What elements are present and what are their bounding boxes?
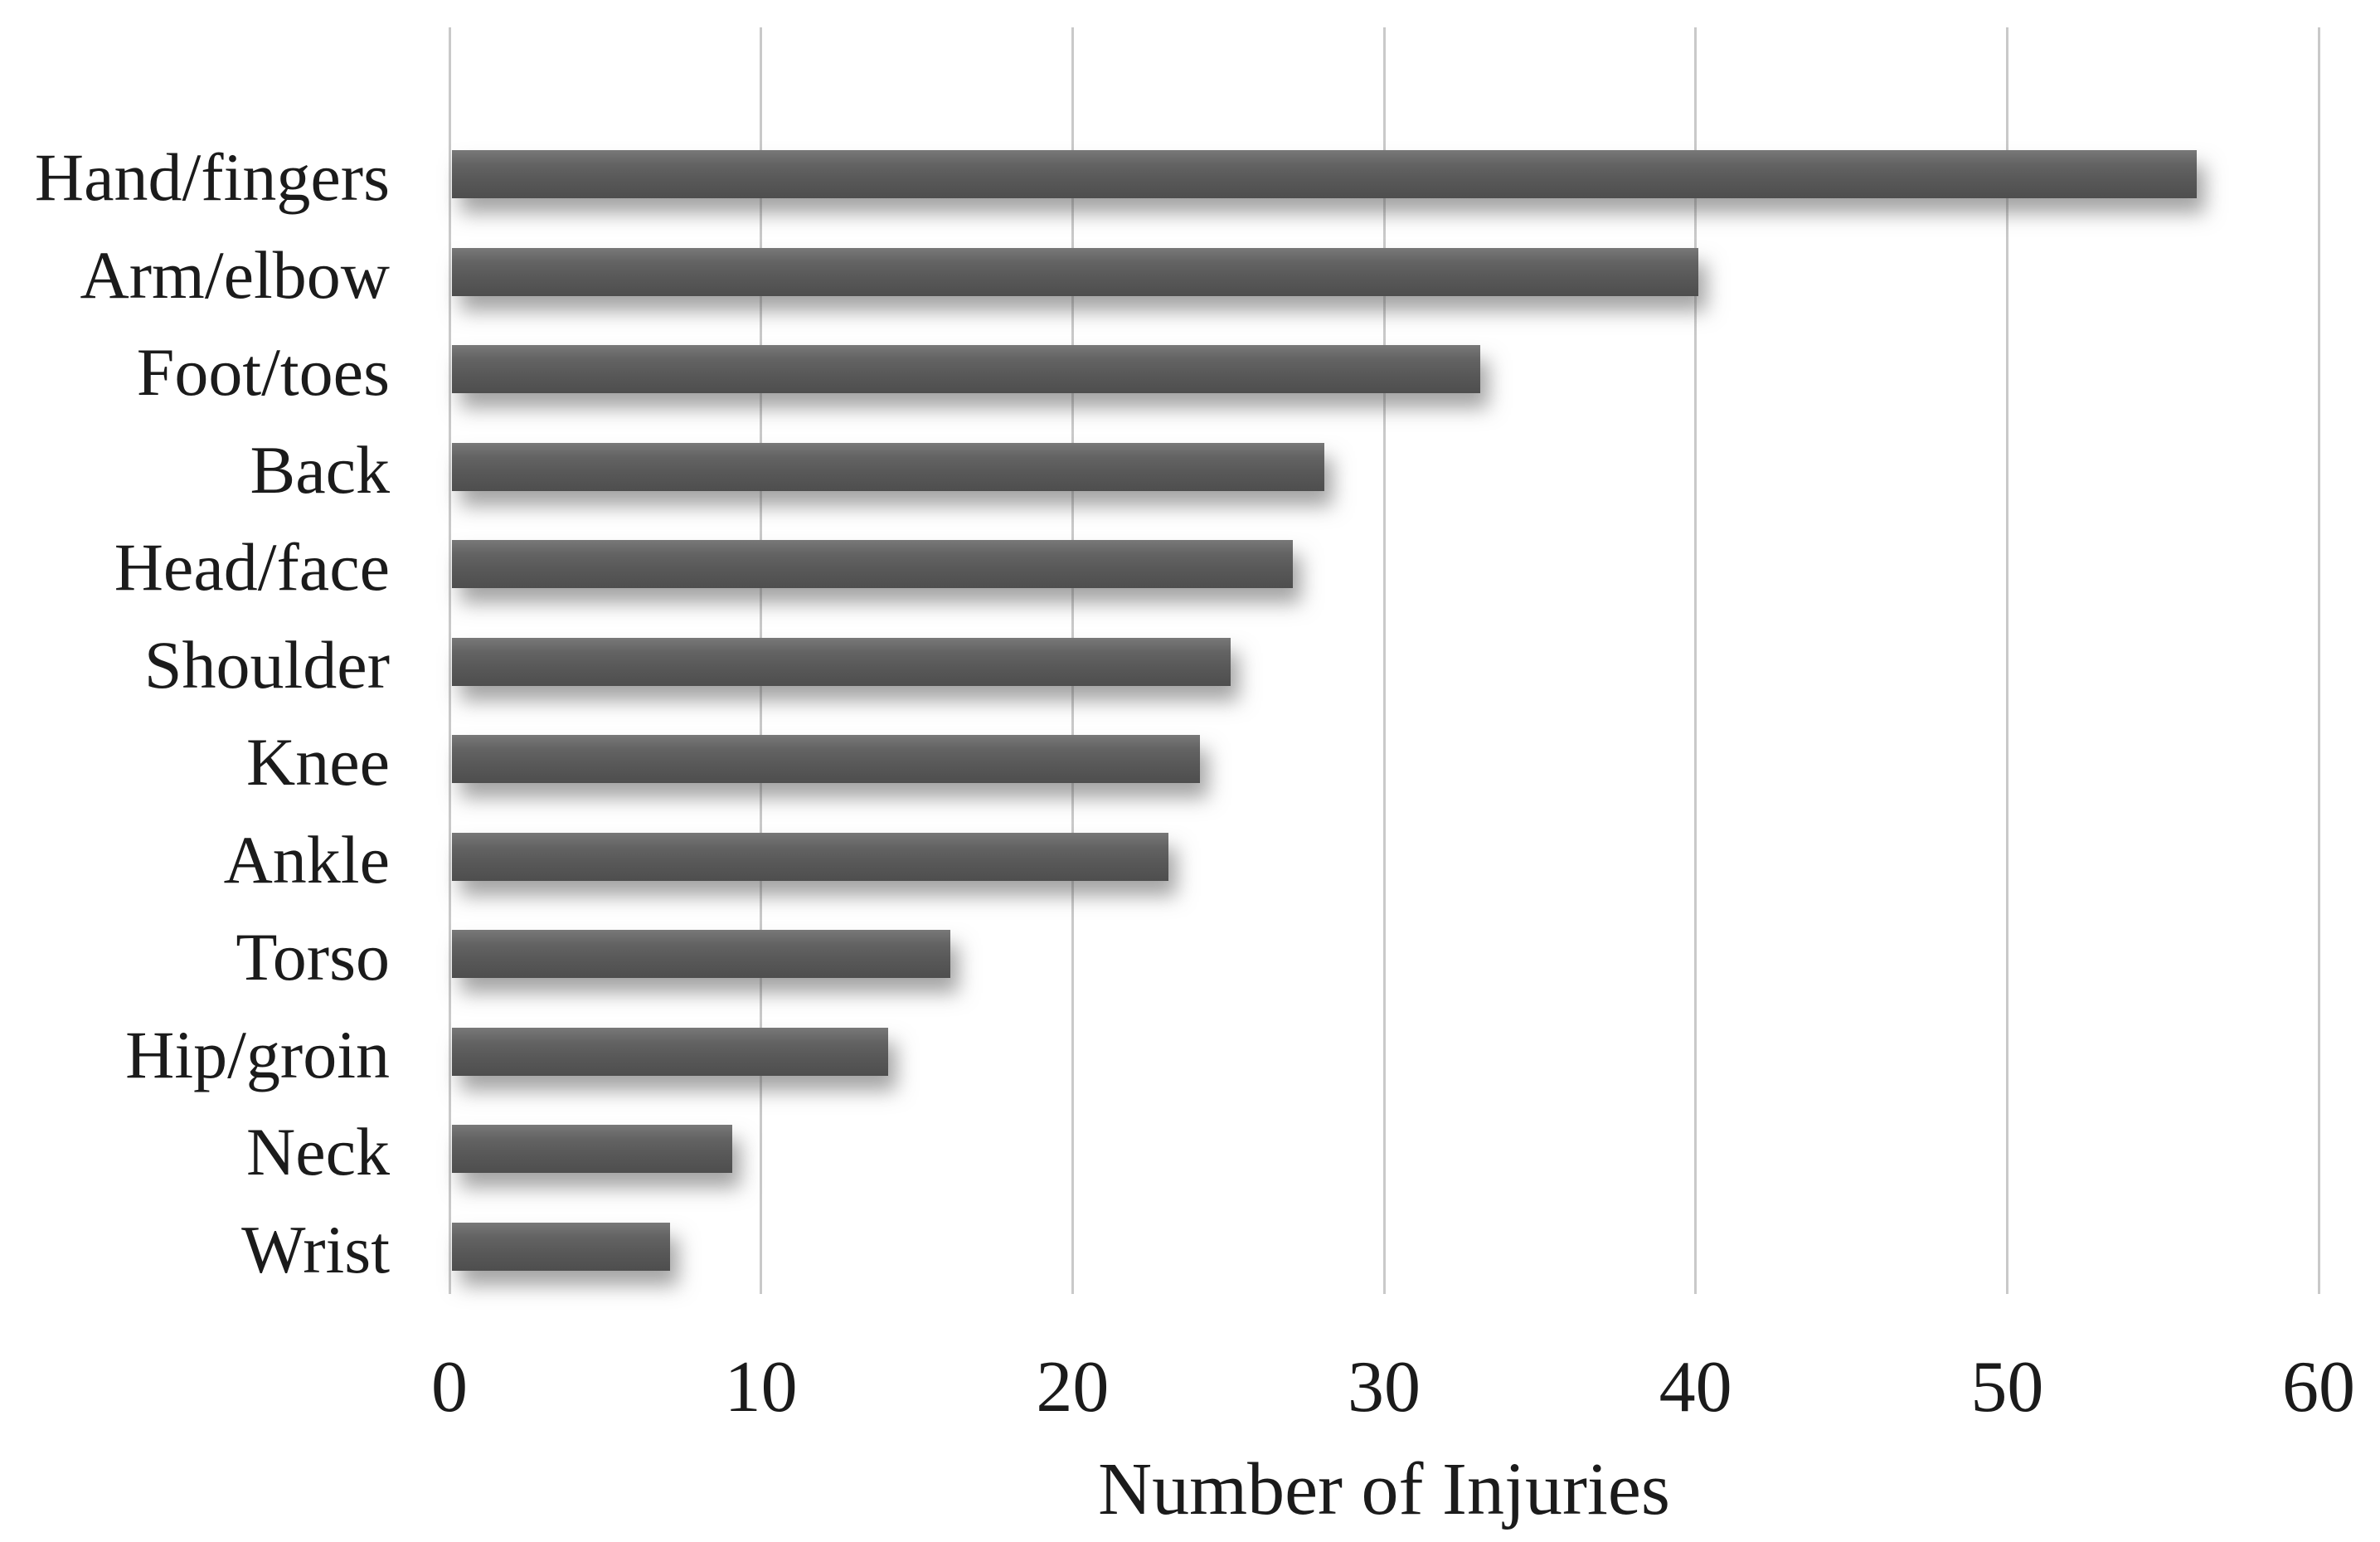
bar-torso [452,930,951,978]
bar-wrist [452,1222,670,1271]
bar-head-face [452,540,1294,588]
bar-arm-elbow [452,247,1698,296]
category-label-back: Back [250,431,390,508]
category-label-hand-fingers: Hand/fingers [34,139,390,215]
plot-area [448,27,2320,1294]
category-label-wrist: Wrist [241,1211,390,1287]
bar-hip-groin [452,1027,888,1076]
bar-knee [452,735,1200,783]
category-label-head-face: Head/face [114,529,390,605]
bar-ankle [452,832,1169,881]
category-label-neck: Neck [245,1114,390,1189]
tick-label-10: 10 [724,1347,798,1428]
tick-label-50: 50 [1970,1347,2044,1428]
bar-neck [452,1125,733,1173]
category-label-knee: Knee [245,724,390,800]
tick-label-20: 20 [1036,1347,1110,1428]
category-label-torso: Torso [236,919,390,995]
tick-label-60: 60 [2282,1347,2355,1428]
gridline-30 [1382,27,1386,1294]
category-label-foot-toes: Foot/toes [136,334,390,410]
bar-shoulder [452,637,1231,686]
bar-back [452,442,1324,491]
category-label-ankle: Ankle [223,821,390,897]
bar-hand-fingers [452,150,2197,198]
gridline-0 [448,27,451,1294]
tick-label-40: 40 [1659,1347,1732,1428]
tick-label-0: 0 [431,1347,468,1428]
category-label-shoulder: Shoulder [143,626,390,703]
category-label-arm-elbow: Arm/elbow [80,236,390,313]
tick-label-30: 30 [1348,1347,1421,1428]
gridline-60 [2317,27,2320,1294]
gridline-50 [2005,27,2008,1294]
bar-foot-toes [452,345,1480,393]
x-axis-title: Number of Injuries [1098,1448,1670,1530]
gridline-40 [1694,27,1698,1294]
category-label-hip-groin: Hip/groin [125,1016,390,1092]
